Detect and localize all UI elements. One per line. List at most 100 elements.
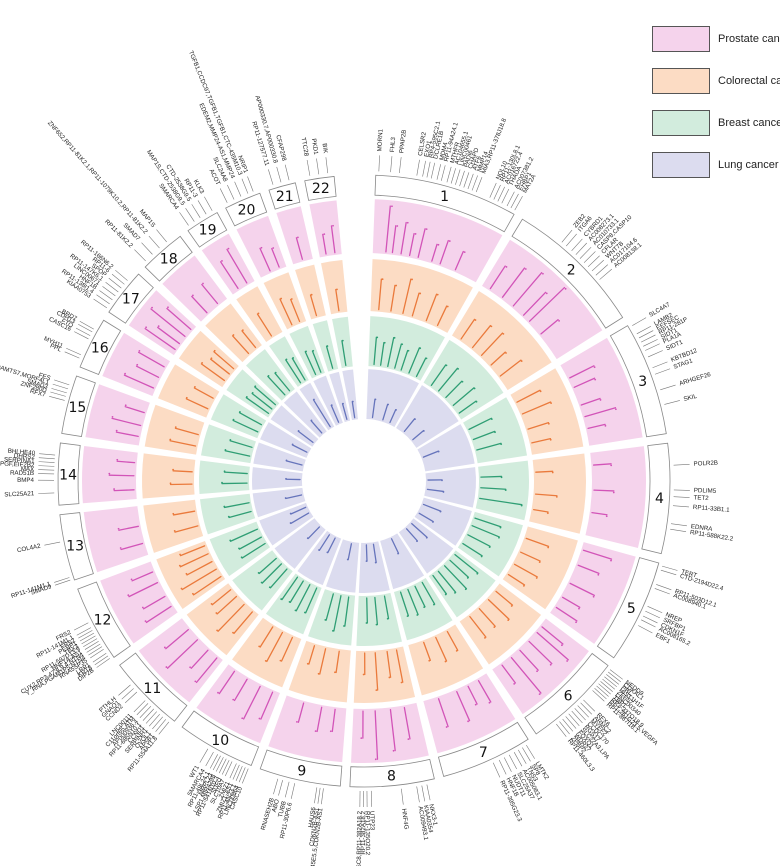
gene-tick-147 — [38, 469, 55, 471]
signal-mark-1-52 — [169, 440, 197, 447]
gene-tick-106 — [232, 764, 240, 780]
signal-mark-2-42 — [261, 563, 283, 584]
signal-dot-2-16 — [504, 489, 507, 491]
signal-dot-2-23 — [466, 577, 469, 579]
gene-tick-183 — [241, 178, 249, 194]
signal-mark-0-76 — [271, 247, 280, 268]
gene-tick-143 — [44, 541, 61, 546]
signal-dot-2-49 — [221, 481, 223, 484]
signal-dot-0-52 — [144, 620, 147, 623]
signal-dot-1-9 — [505, 352, 507, 354]
signal-mark-1-63 — [290, 298, 301, 323]
gene-tick-76 — [565, 716, 577, 729]
track-bg-1-chr11 — [186, 583, 259, 656]
signal-dot-1-45 — [185, 572, 188, 575]
gene-tick-188 — [306, 159, 311, 176]
gene-tick-138 — [78, 630, 93, 639]
signal-mark-2-10 — [452, 387, 475, 407]
chromosome-label-11: 11 — [143, 681, 161, 697]
signal-dot-0-73 — [221, 260, 223, 262]
track-bg-3-chr11 — [274, 518, 326, 569]
signal-dot-1-59 — [232, 334, 235, 336]
gene-tick-35 — [636, 325, 652, 335]
track-bg-1-chr3 — [510, 368, 584, 455]
signal-dot-2-56 — [251, 391, 254, 394]
track-bg-2-chr7 — [393, 578, 453, 641]
gene-tick-22 — [510, 193, 519, 209]
signal-mark-2-14 — [476, 442, 502, 451]
signal-dot-2-24 — [464, 588, 467, 591]
gene-label: MAX — [21, 466, 35, 473]
chromosome-segment-1 — [374, 174, 515, 233]
signal-mark-3-30 — [351, 401, 356, 419]
signal-mark-2-38 — [295, 584, 311, 612]
signal-mark-1-44 — [181, 568, 217, 591]
signal-mark-0-73 — [219, 261, 239, 290]
track-bg-0-chr11 — [138, 618, 223, 703]
chromosome-segment-18 — [144, 235, 193, 282]
gene-tick-156 — [53, 379, 70, 386]
signal-dot-2-63 — [312, 349, 315, 352]
gene-tick-44 — [664, 400, 680, 405]
chromosome-segment-16 — [79, 319, 122, 375]
signal-mark-0-51 — [165, 629, 189, 650]
track-bg-3-chr13 — [252, 487, 306, 518]
chromosome-label-17: 17 — [122, 292, 140, 308]
signal-mark-3-0 — [371, 398, 376, 419]
signal-dot-0-37 — [407, 738, 410, 741]
track-bg-1-chr6 — [459, 583, 542, 665]
signal-dot-0-10 — [542, 272, 544, 275]
gene-tick-109 — [221, 760, 230, 775]
gene-tick-186 — [276, 166, 282, 183]
signal-mark-0-25 — [561, 596, 581, 609]
signal-dot-0-46 — [232, 698, 235, 701]
signal-dot-0-77 — [297, 236, 299, 239]
signal-dot-3-21 — [284, 497, 287, 499]
signal-dot-0-38 — [392, 749, 395, 752]
signal-dot-1-34 — [317, 672, 320, 675]
legend-label-breast: Breast cancer — [718, 117, 780, 129]
signal-dot-1-22 — [510, 605, 513, 607]
gene-tick-184 — [247, 176, 254, 192]
gene-label: DHRS2 — [14, 453, 36, 462]
signal-mark-0-49 — [190, 649, 209, 669]
signal-mark-3-29 — [341, 403, 348, 420]
signal-dot-0-30 — [536, 670, 538, 673]
track-bg-3-chr5 — [414, 497, 472, 546]
signal-mark-1-0 — [378, 278, 383, 311]
signal-mark-1-59 — [231, 335, 250, 355]
gene-label: CASC8,CASC8,RP11-382A18.2 — [355, 810, 363, 866]
signal-mark-3-16 — [327, 537, 336, 554]
signal-mark-0-70 — [166, 307, 192, 331]
signal-dot-3-5 — [437, 450, 440, 453]
gene-tick-151 — [39, 453, 56, 456]
gene-tick-41 — [652, 361, 668, 368]
chromosome-segment-9 — [259, 749, 343, 787]
gene-tick-24 — [561, 229, 573, 243]
signal-mark-0-8 — [489, 265, 506, 290]
signal-dot-1-46 — [178, 564, 181, 567]
gene-tick-58 — [641, 619, 656, 628]
signal-mark-2-37 — [305, 587, 318, 614]
chromosome-segment-7 — [437, 721, 529, 777]
signal-dot-3-23 — [285, 459, 288, 462]
gene-tick-80 — [526, 744, 535, 759]
signal-mark-2-56 — [251, 392, 273, 410]
signal-dot-0-67 — [145, 326, 148, 329]
track-bg-0-chr6 — [492, 618, 589, 715]
gene-label: EXO1 — [423, 140, 433, 158]
signal-mark-0-71 — [191, 295, 208, 314]
signal-dot-0-6 — [448, 240, 451, 242]
signal-dot-1-16 — [555, 495, 558, 498]
track-bg-2-chr19 — [269, 336, 309, 387]
signal-mark-2-9 — [445, 380, 463, 399]
signal-dot-2-33 — [365, 622, 368, 624]
signal-mark-2-16 — [480, 487, 507, 490]
track-bg-0-chr12 — [100, 561, 178, 644]
gene-tick-88 — [426, 784, 431, 801]
signal-mark-2-0 — [373, 336, 378, 366]
chromosome-label-7: 7 — [479, 745, 488, 761]
gene-label: ZNF652,RP11-81K2.1,RP11-1079K10.2,RP11-8… — [46, 120, 149, 236]
gene-tick-60 — [609, 669, 623, 680]
